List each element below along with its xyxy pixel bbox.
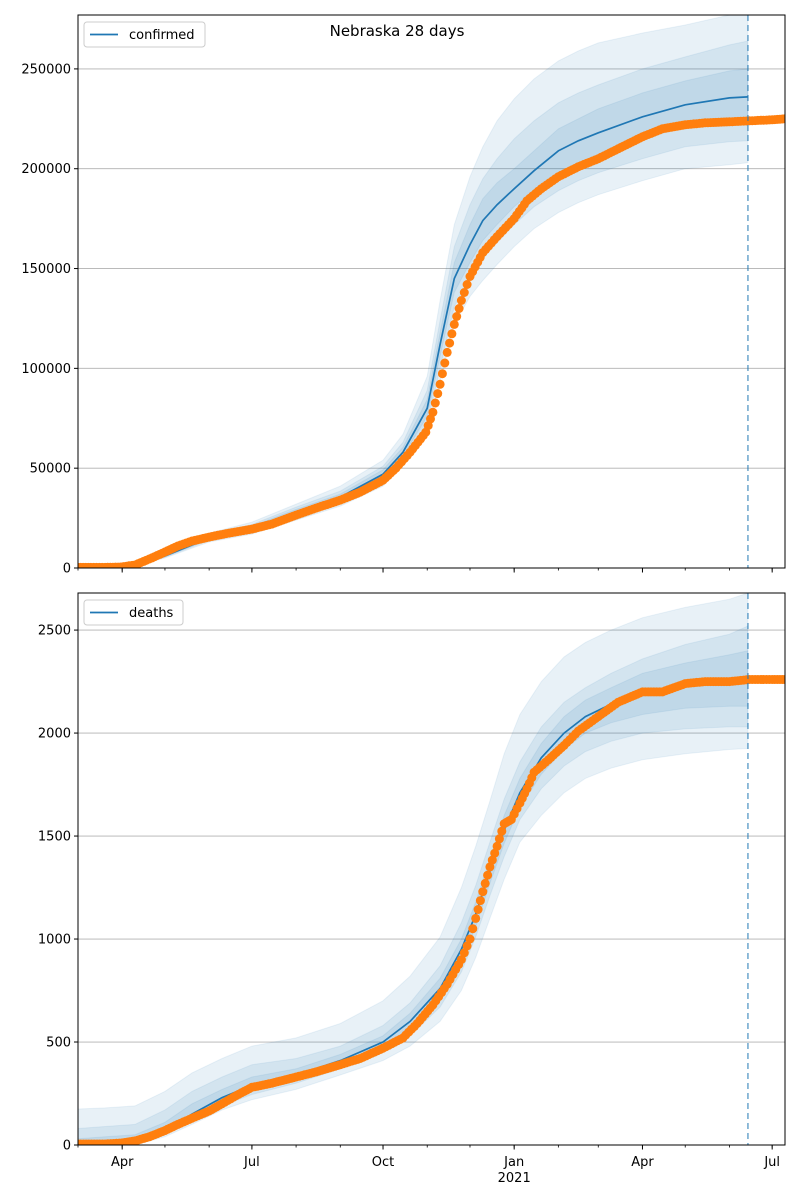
x-year-label: 2021	[498, 1171, 531, 1186]
observed-point	[471, 913, 481, 923]
observed-point	[435, 379, 445, 389]
legend-box	[83, 21, 206, 48]
observed-point	[492, 841, 502, 851]
legend-box	[83, 599, 184, 626]
y-tick-label: 100000	[21, 362, 71, 377]
observed-point	[449, 319, 459, 329]
y-tick-label: 500	[46, 1036, 71, 1051]
y-tick-label: 200000	[21, 162, 71, 177]
observed-point	[465, 934, 475, 944]
observed-point	[487, 855, 497, 865]
observed-point	[442, 347, 452, 357]
observed-point	[459, 288, 469, 297]
observed-point	[456, 955, 466, 965]
y-tick-label: 0	[63, 562, 71, 577]
axes-frame	[77, 14, 786, 569]
confirmed-panel: 0 50000 100000 150000 200000 250000 confirmed	[21, 14, 786, 577]
x-tick-label: Apr	[111, 1155, 134, 1170]
x-tick-label: Jan	[503, 1155, 524, 1170]
y-tick-label: 2500	[38, 624, 71, 639]
y-tick-label: 250000	[21, 62, 71, 77]
observed-point	[462, 280, 472, 289]
observed-point	[483, 870, 493, 880]
observed-point	[456, 296, 466, 305]
observed-point	[462, 941, 472, 951]
observed-series	[78, 114, 785, 568]
observed-series	[78, 675, 785, 1145]
observed-point	[430, 398, 440, 408]
observed-point	[459, 948, 469, 958]
observed-point	[480, 878, 490, 888]
y-tick-label: 2000	[38, 727, 71, 742]
y-tick-label: 1000	[38, 933, 71, 948]
observed-point	[445, 338, 455, 348]
y-tick-label: 0	[63, 1139, 71, 1154]
x-tick-label: Apr	[631, 1155, 654, 1170]
y-tick-label: 50000	[30, 462, 71, 477]
y-tick-label: 150000	[21, 262, 71, 277]
observed-point	[437, 369, 447, 379]
observed-point	[490, 848, 500, 858]
observed-point	[447, 329, 457, 339]
figure-title: Nebraska 28 days	[330, 22, 465, 40]
observed-point	[494, 834, 504, 844]
observed-point	[497, 826, 507, 836]
observed-point	[428, 407, 438, 417]
observed-point	[485, 862, 495, 872]
legend-label: confirmed	[129, 28, 195, 43]
observed-point	[452, 312, 462, 321]
observed-point	[440, 358, 450, 368]
axes-frame	[77, 592, 786, 1146]
plot-area	[78, 15, 785, 568]
observed-point	[473, 905, 483, 914]
x-tick-label: Jul	[243, 1155, 260, 1170]
observed-point	[780, 114, 785, 124]
legend-label: deaths	[129, 606, 174, 621]
uncertainty-band-1	[78, 15, 749, 568]
legend: confirmed	[83, 21, 206, 48]
deaths-panel: 0 500 1000 1500 2000 2500 Apr Jul Oct Jan Apr Jul 20…	[38, 592, 786, 1186]
observed-point	[433, 389, 443, 399]
observed-point	[468, 924, 478, 934]
observed-point	[475, 896, 485, 906]
x-tick-label: Jul	[763, 1155, 780, 1170]
y-tick-label: 1500	[38, 830, 71, 845]
legend: deaths	[83, 599, 184, 626]
observed-point	[780, 675, 785, 685]
observed-point	[478, 887, 488, 897]
observed-point	[454, 304, 464, 313]
x-tick-label: Oct	[372, 1155, 394, 1170]
